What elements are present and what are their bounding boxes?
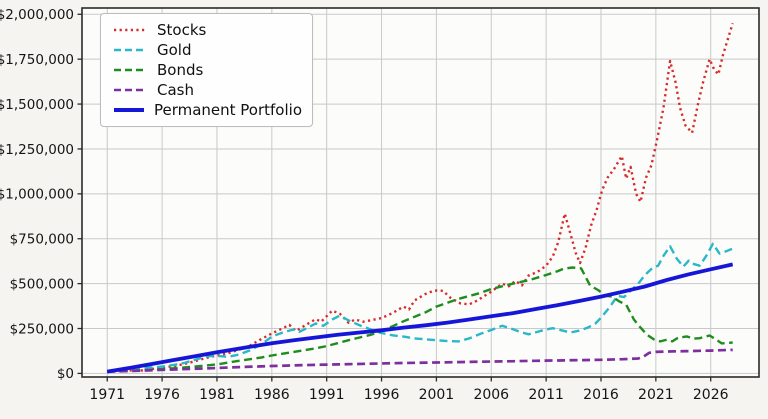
x-tick-label: 2006 [473, 387, 509, 403]
x-tick-label: 1971 [89, 387, 125, 403]
legend-label: Permanent Portfolio [153, 100, 302, 119]
legend-item-permanent-portfolio: Permanent Portfolio [113, 100, 302, 120]
x-tick-label: 1976 [144, 387, 180, 403]
y-tick-label: $1,250,000 [0, 142, 74, 158]
axis-frame [81, 7, 760, 378]
legend-swatch-gold [114, 48, 146, 52]
x-tick-label: 2001 [419, 387, 455, 403]
legend-label: Stocks [157, 20, 207, 39]
y-tick-label: $1,000,000 [0, 187, 74, 203]
x-tick-label: 2026 [693, 387, 729, 403]
series-stocks [107, 22, 734, 373]
x-tick-label: 1996 [364, 387, 400, 403]
series-gold [107, 242, 734, 373]
x-tick-label: 1986 [254, 387, 290, 403]
y-tick-label: $1,500,000 [0, 97, 74, 113]
series-permanent-portfolio [106, 262, 734, 374]
legend-label: Bonds [157, 60, 204, 79]
x-tick-label: 1981 [199, 387, 235, 403]
legend-item-gold: Gold [113, 40, 302, 60]
y-tick-label: $0 [57, 366, 74, 382]
legend-label: Gold [157, 40, 192, 59]
x-tick-label: 2021 [638, 387, 674, 403]
series-bonds [107, 266, 733, 373]
series-cash [107, 348, 733, 373]
y-tick-label: $500,000 [10, 276, 74, 292]
y-tick-label: $2,000,000 [0, 7, 74, 23]
chart-legend: Stocks Gold Bonds Cash Permanent Portfolio [100, 13, 313, 127]
legend-swatch-cash [114, 88, 146, 92]
legend-item-bonds: Bonds [113, 60, 302, 80]
x-tick-label: 1991 [309, 387, 345, 403]
x-tick-label: 2011 [528, 387, 564, 403]
legend-swatch-stocks [114, 28, 146, 32]
legend-item-cash: Cash [113, 80, 302, 100]
legend-swatch-permanent-portfolio [114, 108, 144, 112]
legend-label: Cash [157, 80, 194, 99]
y-tick-label: $750,000 [10, 232, 74, 248]
legend-swatch-bonds [114, 68, 146, 72]
legend-item-stocks: Stocks [113, 20, 302, 40]
x-tick-label: 2016 [583, 387, 619, 403]
y-tick-label: $250,000 [10, 321, 74, 337]
y-tick-label: $1,750,000 [0, 52, 74, 68]
